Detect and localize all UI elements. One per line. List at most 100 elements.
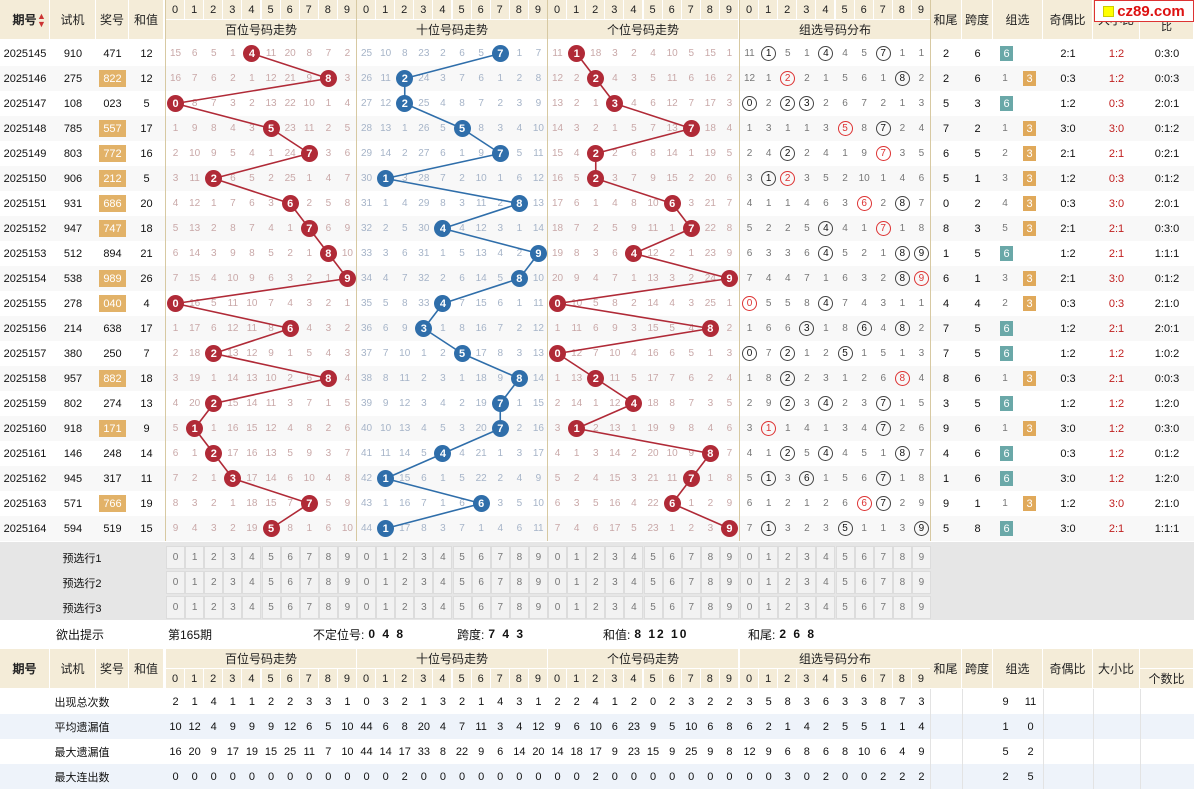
preselect-digit-button[interactable]: 8 <box>892 571 912 594</box>
preselect-digit-button[interactable]: 5 <box>643 596 663 619</box>
preselect-digit-button[interactable]: 0 <box>357 571 377 594</box>
preselect-digit-button[interactable]: 9 <box>337 596 357 619</box>
preselect-digit-button[interactable]: 7 <box>681 546 701 569</box>
preselect-digit-button[interactable]: 4 <box>242 546 262 569</box>
preselect-digit-button[interactable]: 8 <box>318 546 338 569</box>
preselect-digit-button[interactable]: 4 <box>433 571 453 594</box>
preselect-digit-button[interactable]: 5 <box>835 596 855 619</box>
preselect-digit-button[interactable]: 8 <box>700 546 720 569</box>
preselect-digit-button[interactable]: 0 <box>740 546 760 569</box>
site-logo[interactable]: cz89.com <box>1094 0 1194 22</box>
preselect-digit-button[interactable]: 3 <box>223 596 243 619</box>
preselect-digit-button[interactable]: 9 <box>719 571 739 594</box>
preselect-digit-button[interactable]: 1 <box>567 571 587 594</box>
preselect-digit-button[interactable]: 8 <box>700 596 720 619</box>
preselect-digit-button[interactable]: 3 <box>797 546 817 569</box>
preselect-digit-button[interactable]: 8 <box>892 596 912 619</box>
preselect-digit-button[interactable]: 0 <box>357 546 377 569</box>
preselect-digit-button[interactable]: 2 <box>395 596 415 619</box>
sort-icon[interactable]: ▲ ▼ <box>37 11 46 29</box>
preselect-digit-button[interactable]: 9 <box>528 571 548 594</box>
preselect-digit-button[interactable]: 7 <box>490 546 510 569</box>
preselect-digit-button[interactable]: 5 <box>452 546 472 569</box>
preselect-digit-button[interactable]: 8 <box>318 596 338 619</box>
preselect-digit-button[interactable]: 5 <box>835 571 855 594</box>
preselect-digit-button[interactable]: 2 <box>586 546 606 569</box>
preselect-digit-button[interactable]: 2 <box>204 596 224 619</box>
preselect-digit-button[interactable]: 5 <box>643 546 663 569</box>
preselect-digit-button[interactable]: 4 <box>624 596 644 619</box>
preselect-digit-button[interactable]: 6 <box>662 546 682 569</box>
preselect-digit-button[interactable]: 3 <box>414 596 434 619</box>
preselect-digit-button[interactable]: 5 <box>261 546 281 569</box>
preselect-digit-button[interactable]: 4 <box>624 571 644 594</box>
column-issue-header[interactable]: 期号 <box>0 0 50 40</box>
preselect-digit-button[interactable]: 9 <box>911 596 931 619</box>
preselect-digit-button[interactable]: 3 <box>605 596 625 619</box>
preselect-digit-button[interactable]: 7 <box>490 571 510 594</box>
preselect-digit-button[interactable]: 7 <box>873 571 893 594</box>
preselect-digit-button[interactable]: 6 <box>471 546 491 569</box>
preselect-digit-button[interactable]: 9 <box>719 546 739 569</box>
preselect-digit-button[interactable]: 7 <box>299 546 319 569</box>
column-issue-header[interactable]: 期号 <box>0 649 50 689</box>
preselect-digit-button[interactable]: 7 <box>299 596 319 619</box>
preselect-digit-button[interactable]: 3 <box>605 546 625 569</box>
preselect-digit-button[interactable]: 2 <box>204 546 224 569</box>
preselect-digit-button[interactable]: 1 <box>759 571 779 594</box>
preselect-digit-button[interactable]: 0 <box>357 596 377 619</box>
preselect-digit-button[interactable]: 6 <box>854 596 874 619</box>
preselect-digit-button[interactable]: 6 <box>280 596 300 619</box>
preselect-digit-button[interactable]: 4 <box>433 596 453 619</box>
preselect-digit-button[interactable]: 5 <box>261 571 281 594</box>
preselect-digit-button[interactable]: 4 <box>242 596 262 619</box>
preselect-digit-button[interactable]: 2 <box>395 571 415 594</box>
preselect-digit-button[interactable]: 7 <box>873 596 893 619</box>
preselect-digit-button[interactable]: 1 <box>567 596 587 619</box>
preselect-digit-button[interactable]: 0 <box>548 596 568 619</box>
preselect-digit-button[interactable]: 6 <box>280 571 300 594</box>
preselect-digit-button[interactable]: 8 <box>509 546 529 569</box>
preselect-digit-button[interactable]: 6 <box>662 596 682 619</box>
preselect-digit-button[interactable]: 7 <box>299 571 319 594</box>
preselect-digit-button[interactable]: 0 <box>548 546 568 569</box>
preselect-digit-button[interactable]: 3 <box>223 546 243 569</box>
preselect-digit-button[interactable]: 6 <box>662 571 682 594</box>
preselect-digit-button[interactable]: 1 <box>759 546 779 569</box>
preselect-digit-button[interactable]: 7 <box>681 596 701 619</box>
preselect-digit-button[interactable]: 9 <box>528 596 548 619</box>
preselect-digit-button[interactable]: 3 <box>223 571 243 594</box>
preselect-digit-button[interactable]: 3 <box>414 571 434 594</box>
preselect-digit-button[interactable]: 4 <box>242 571 262 594</box>
preselect-digit-button[interactable]: 8 <box>509 596 529 619</box>
preselect-digit-button[interactable]: 1 <box>376 571 396 594</box>
preselect-digit-button[interactable]: 4 <box>816 546 836 569</box>
preselect-digit-button[interactable]: 9 <box>528 546 548 569</box>
preselect-digit-button[interactable]: 1 <box>185 571 205 594</box>
preselect-digit-button[interactable]: 7 <box>873 546 893 569</box>
preselect-digit-button[interactable]: 1 <box>185 546 205 569</box>
preselect-digit-button[interactable]: 9 <box>911 546 931 569</box>
preselect-digit-button[interactable]: 3 <box>605 571 625 594</box>
preselect-digit-button[interactable]: 3 <box>414 546 434 569</box>
preselect-digit-button[interactable]: 1 <box>185 596 205 619</box>
preselect-digit-button[interactable]: 2 <box>778 596 798 619</box>
preselect-digit-button[interactable]: 8 <box>892 546 912 569</box>
preselect-digit-button[interactable]: 2 <box>204 571 224 594</box>
preselect-digit-button[interactable]: 6 <box>280 546 300 569</box>
preselect-digit-button[interactable]: 9 <box>337 546 357 569</box>
preselect-digit-button[interactable]: 8 <box>700 571 720 594</box>
preselect-digit-button[interactable]: 9 <box>911 571 931 594</box>
preselect-digit-button[interactable]: 0 <box>166 546 186 569</box>
preselect-digit-button[interactable]: 3 <box>797 571 817 594</box>
preselect-digit-button[interactable]: 8 <box>509 571 529 594</box>
preselect-digit-button[interactable]: 4 <box>624 546 644 569</box>
preselect-digit-button[interactable]: 1 <box>759 596 779 619</box>
preselect-digit-button[interactable]: 0 <box>548 571 568 594</box>
preselect-digit-button[interactable]: 1 <box>376 596 396 619</box>
preselect-digit-button[interactable]: 0 <box>166 571 186 594</box>
preselect-digit-button[interactable]: 2 <box>395 546 415 569</box>
preselect-digit-button[interactable]: 4 <box>433 546 453 569</box>
preselect-digit-button[interactable]: 4 <box>816 596 836 619</box>
preselect-digit-button[interactable]: 8 <box>318 571 338 594</box>
